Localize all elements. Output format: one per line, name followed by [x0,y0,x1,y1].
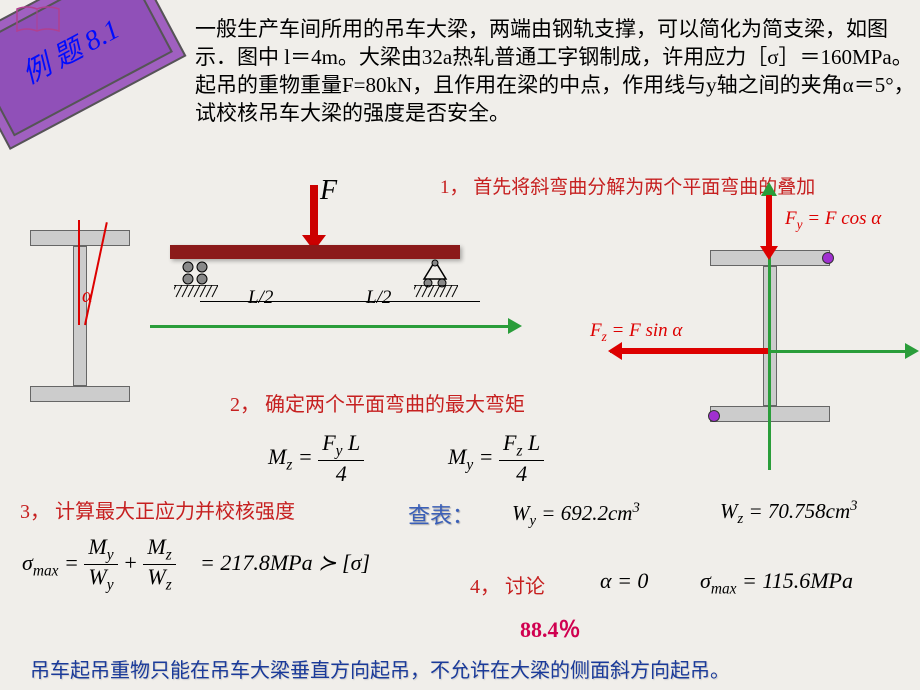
dimension-line [200,301,480,302]
hatching-right-icon [414,285,458,299]
force-arrow-icon [310,185,318,243]
fy-arrow-icon [766,195,772,250]
book-icon [15,5,61,35]
force-label: F [320,175,337,207]
my-formula: My = Fz L4 [448,430,544,487]
mz-formula: Mz = Fy L4 [268,430,364,487]
step4-text: 4， 讨论 [470,570,545,599]
hatching-left-icon [174,285,218,299]
beam-icon [170,245,460,259]
wz-formula: Wz = 70.758cm3 [720,498,857,528]
dim-label-l1: L/2 [248,287,273,309]
fy-formula: Fy = F cos α [785,208,881,233]
fz-formula: Fz = F sin α [590,320,682,345]
sigma-result: = 217.8MPa ≻ [σ] [200,550,370,576]
lookup-label: 查表： [408,498,474,530]
problem-statement: 一般生产车间所用的吊车大梁，两端由钢轨支撑，可以简化为简支梁，如图示．图中 l＝… [195,15,915,127]
axis-arrow-icon [150,325,510,328]
step2-text: 2， 确定两个平面弯曲的最大弯矩 [230,388,525,417]
percent-increase: 88.4％ [520,612,581,644]
stress-point-2-icon [708,410,720,422]
sigma-alpha0: σmax = 115.6MPa [700,568,853,598]
conclusion-text: 吊车起吊重物只能在吊车大梁垂直方向起吊，不允许在大梁的侧面斜方向起吊。 [30,654,730,683]
alpha-zero: α = 0 [600,568,648,594]
fz-arrow-icon [620,348,768,354]
stress-point-1-icon [822,252,834,264]
ibeam-right-section: Fy = F cos α Fz = F sin α [710,190,900,450]
dim-label-l2: L/2 [366,287,391,309]
ibeam-left-section: α [30,230,130,420]
step3-text: 3， 计算最大正应力并校核强度 [20,495,295,524]
sigma-max-formula: σmax = MyWy + MzWz [22,535,176,595]
alpha-label: α [82,285,93,308]
wy-formula: Wy = 692.2cm3 [512,500,640,530]
